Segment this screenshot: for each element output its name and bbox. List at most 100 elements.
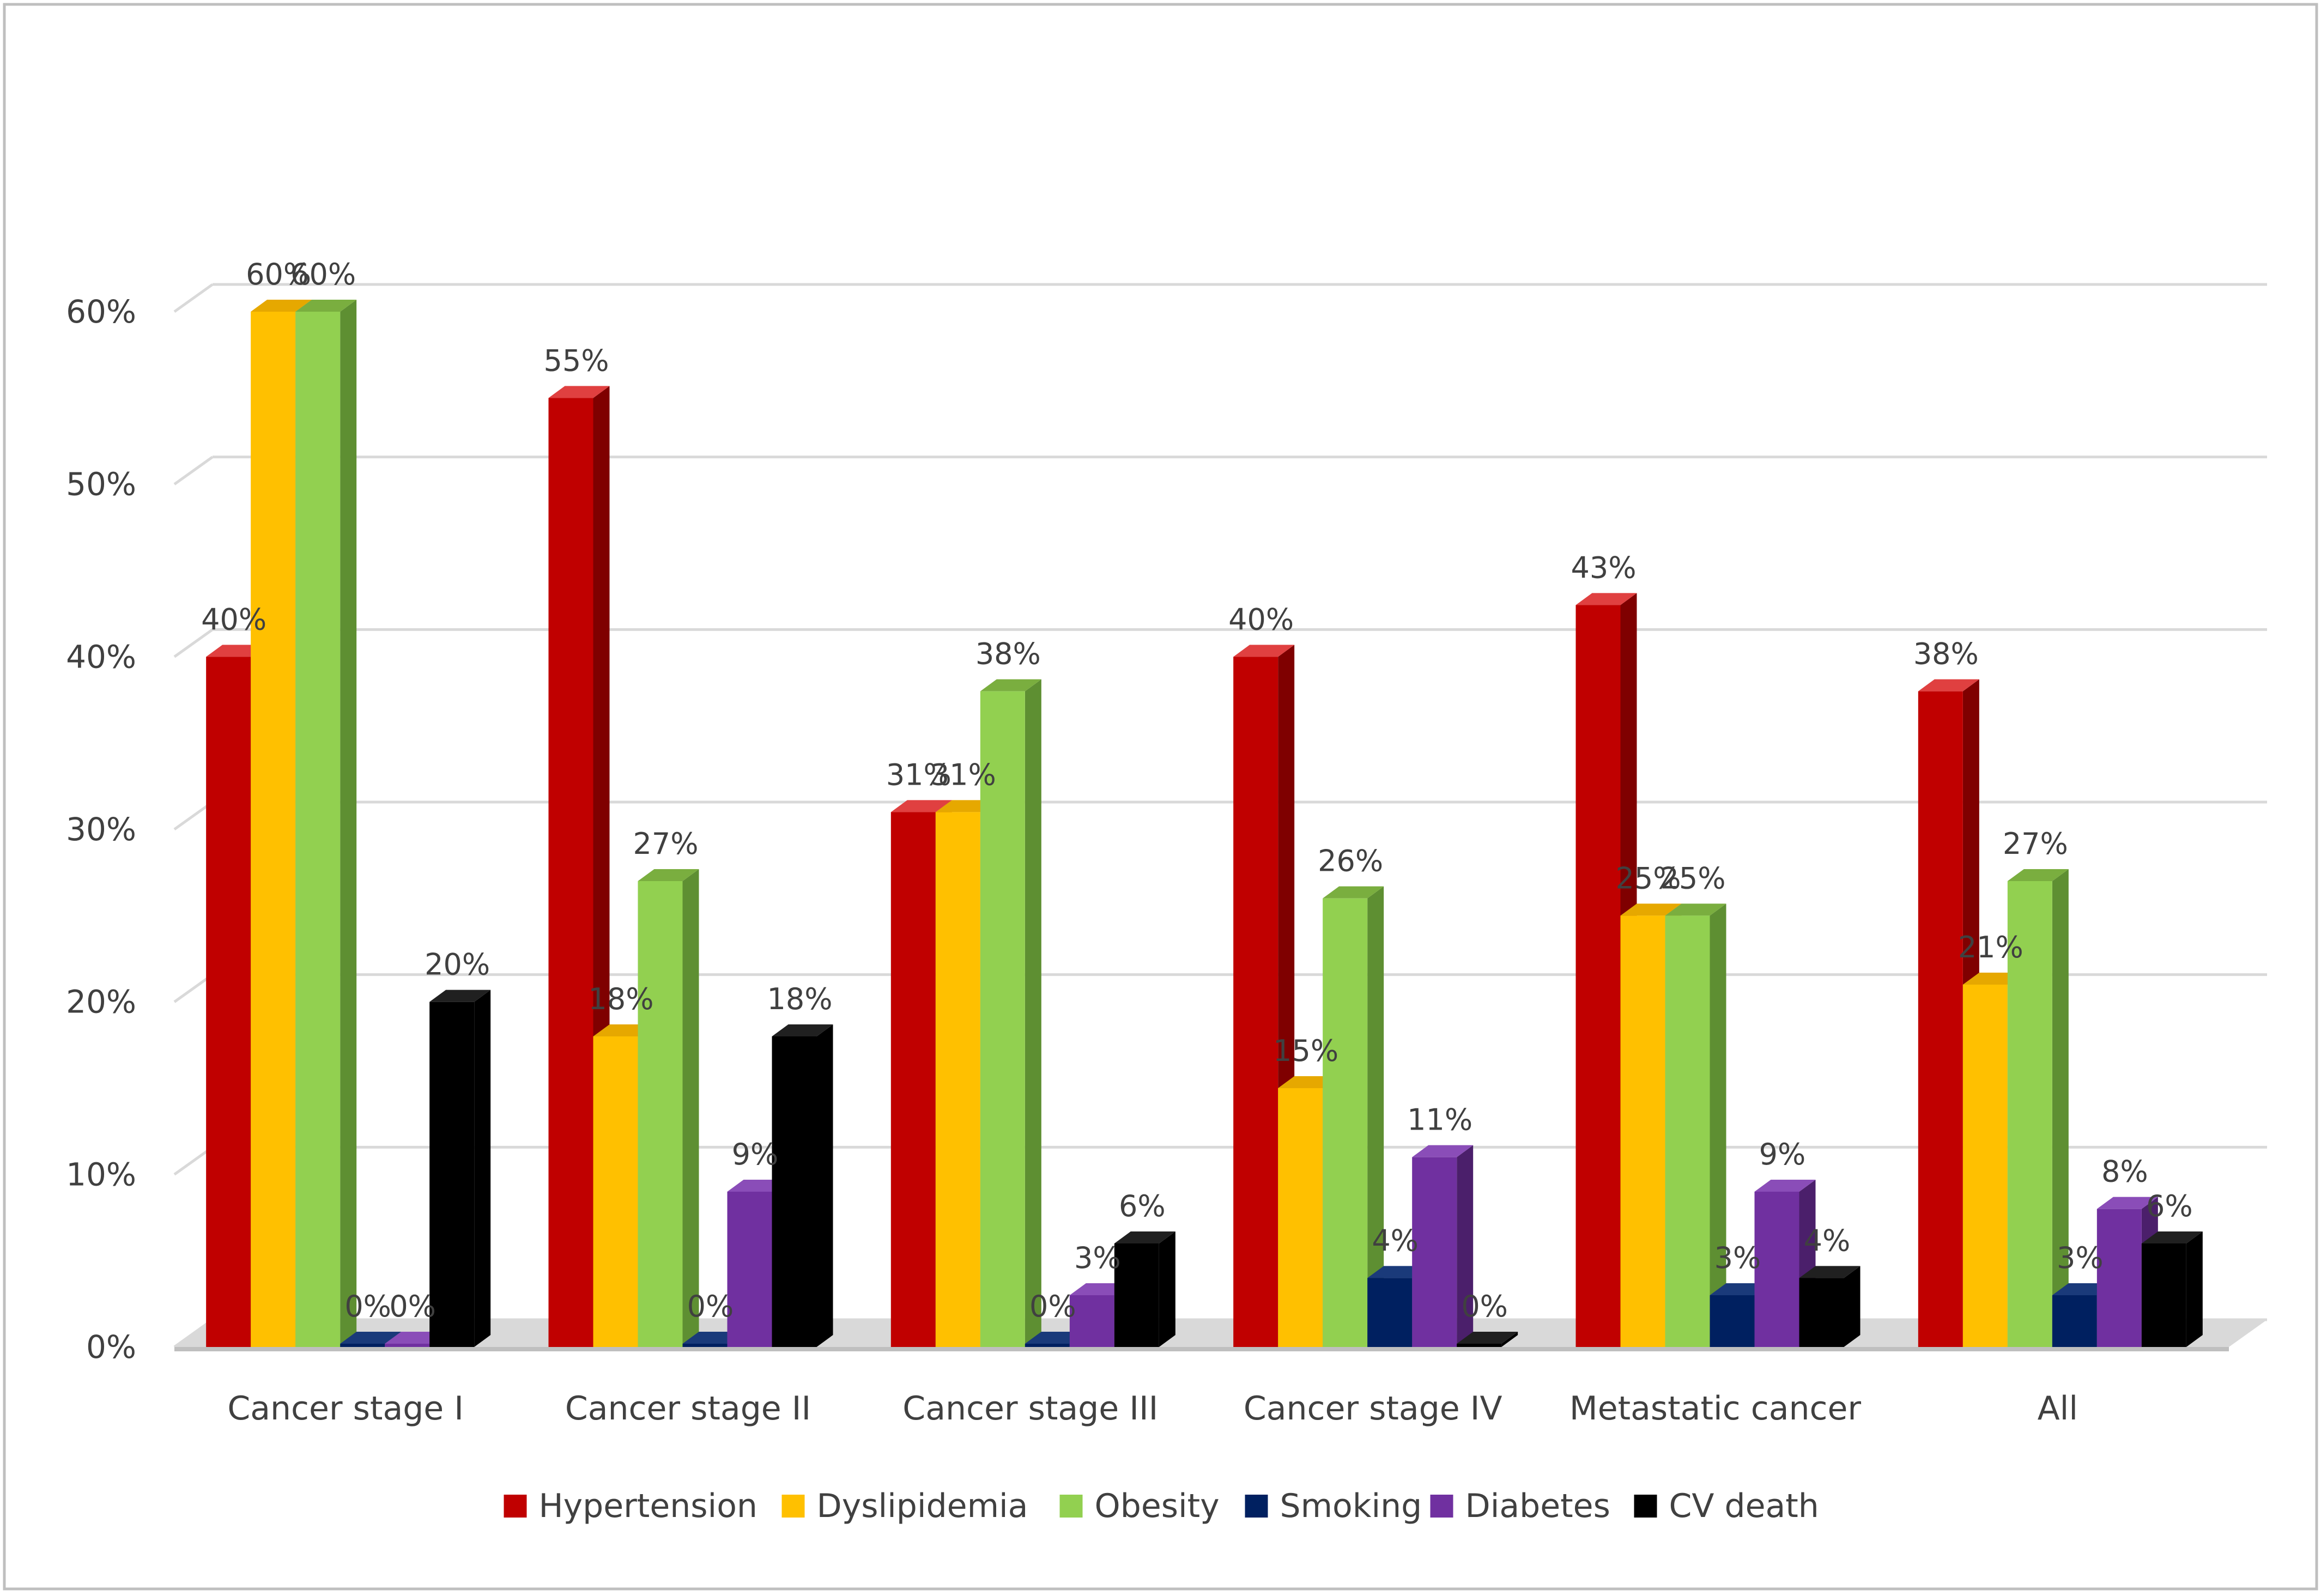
bar-hypertension xyxy=(548,386,610,1348)
bar-top xyxy=(1233,645,1295,657)
bar-top xyxy=(1620,903,1682,916)
bar-top xyxy=(2096,1197,2158,1209)
bar-front xyxy=(890,812,936,1347)
data-label: 3% xyxy=(1714,1241,1761,1275)
data-label: 21% xyxy=(1958,930,2023,964)
legend: Hypertension Dyslipidemia Obesity Smoking Di… xyxy=(504,1487,1819,1525)
bar-top xyxy=(1457,1332,1518,1344)
data-label: 0% xyxy=(687,1289,734,1324)
bar-side xyxy=(1457,1145,1474,1347)
bar-front xyxy=(1710,1295,1755,1347)
data-label: 55% xyxy=(543,343,609,378)
legend-item: Obesity xyxy=(1059,1487,1220,1525)
bar-obesity xyxy=(1665,903,1726,1347)
bar-side xyxy=(340,300,357,1347)
legend-label: Diabetes xyxy=(1465,1487,1610,1525)
y-tick-label: 30% xyxy=(66,811,136,848)
bar-front xyxy=(727,1192,772,1347)
bar-obesity xyxy=(980,679,1041,1347)
bar-top xyxy=(772,1024,833,1036)
bar-front xyxy=(2141,1243,2186,1347)
y-tick-label: 40% xyxy=(66,638,136,675)
y-tick-label: 0% xyxy=(86,1328,136,1366)
bar-front xyxy=(340,1344,385,1347)
data-label: 31% xyxy=(886,757,952,792)
bar-top xyxy=(429,990,491,1002)
bar-front xyxy=(1367,1278,1413,1347)
gridline-diagonal xyxy=(173,456,214,486)
bar-front xyxy=(1069,1295,1114,1347)
bar-front xyxy=(682,1344,728,1347)
bar-cv-death xyxy=(2141,1231,2203,1347)
bar-front xyxy=(1962,985,2008,1347)
data-label: 18% xyxy=(767,982,832,1016)
bar-front xyxy=(1278,1088,1323,1347)
bar-front xyxy=(1025,1344,1070,1347)
data-label: 0% xyxy=(344,1289,391,1324)
bar-top xyxy=(1412,1145,1474,1157)
bar-front xyxy=(1799,1278,1844,1347)
data-label: 3% xyxy=(2057,1241,2104,1275)
bar-top xyxy=(1799,1266,1861,1278)
data-label: 6% xyxy=(1119,1189,1166,1223)
data-label: 4% xyxy=(1804,1223,1851,1258)
y-axis-ticks: 0% 10% 20% 30% 40% 50% 60% xyxy=(66,293,136,1366)
bar-front xyxy=(1457,1344,1502,1347)
bar-front xyxy=(1233,657,1278,1347)
legend-swatch xyxy=(1245,1495,1268,1518)
legend-item: Smoking xyxy=(1245,1487,1422,1525)
y-tick-label: 20% xyxy=(66,984,136,1021)
bar-top xyxy=(548,386,610,398)
bar-front xyxy=(385,1344,430,1347)
bar-side xyxy=(1844,1266,1861,1347)
data-label: 9% xyxy=(1759,1137,1806,1172)
data-label: 9% xyxy=(732,1137,779,1172)
legend-label: Obesity xyxy=(1095,1487,1220,1525)
bar-top xyxy=(340,1332,402,1344)
legend-swatch xyxy=(504,1495,527,1518)
bar-front xyxy=(295,312,341,1347)
x-axis-categories: Cancer stage I Cancer stage II Cancer stag… xyxy=(227,1389,2078,1428)
data-label: 43% xyxy=(1571,550,1636,585)
data-label: 26% xyxy=(1318,844,1383,878)
data-label: 3% xyxy=(1074,1241,1121,1275)
bar-obesity xyxy=(295,300,357,1347)
bar-front xyxy=(1754,1192,1799,1347)
data-label: 6% xyxy=(2146,1189,2193,1223)
bar-front xyxy=(429,1002,475,1347)
data-label: 40% xyxy=(1228,602,1294,636)
bar-top xyxy=(890,800,952,812)
bar-cv-death xyxy=(1799,1266,1861,1347)
data-label: 27% xyxy=(2003,827,2068,861)
data-label: 38% xyxy=(975,637,1041,671)
bars xyxy=(206,300,2203,1348)
bar-obesity xyxy=(1323,886,1384,1347)
legend-swatch xyxy=(1059,1495,1083,1518)
bar-obesity xyxy=(2007,869,2069,1347)
bar-front xyxy=(1323,898,1368,1347)
bar-front xyxy=(1575,605,1621,1347)
category-label: Metastatic cancer xyxy=(1569,1389,1861,1428)
data-label: 40% xyxy=(201,602,266,636)
legend-label: Hypertension xyxy=(539,1487,757,1525)
bar-top xyxy=(1323,886,1384,899)
bar-front xyxy=(593,1036,638,1347)
data-label: 38% xyxy=(1913,637,1979,671)
bar-top xyxy=(1114,1231,1175,1243)
bar-side xyxy=(1159,1231,1175,1347)
bar-cv-death xyxy=(1457,1332,1518,1347)
data-label: 25% xyxy=(1660,861,1725,895)
data-label: 20% xyxy=(425,948,490,982)
bar-front xyxy=(638,881,683,1347)
category-label: Cancer stage IV xyxy=(1244,1389,1502,1428)
bar-top xyxy=(2007,869,2069,881)
bar-side xyxy=(1710,903,1726,1347)
legend-item: Diabetes xyxy=(1430,1487,1610,1525)
bar-diabetes xyxy=(1412,1145,1474,1347)
data-label: 31% xyxy=(931,757,996,792)
data-labels: 40%60%60%0%0%20%55%18%27%0%9%18%31%31%38… xyxy=(201,257,2193,1324)
legend-item: Dyslipidemia xyxy=(781,1487,1028,1525)
bar-side xyxy=(1501,1332,1518,1347)
bar-side xyxy=(816,1024,833,1347)
